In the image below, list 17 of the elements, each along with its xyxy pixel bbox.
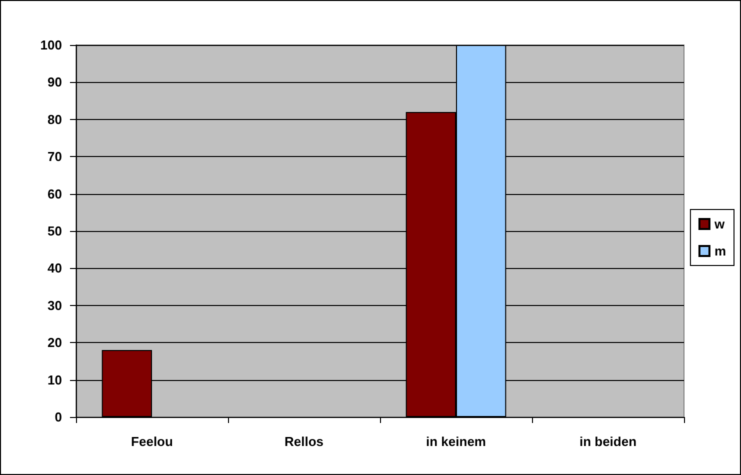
legend-label: m bbox=[714, 244, 726, 258]
y-tick-label: 20 bbox=[48, 335, 62, 350]
x-tick-label: in beiden bbox=[579, 434, 637, 449]
y-tick-label: 70 bbox=[48, 149, 62, 164]
y-tick-label: 90 bbox=[48, 74, 62, 90]
x-tick-label: Feelou bbox=[131, 434, 173, 449]
y-tick-label: 80 bbox=[48, 112, 62, 127]
x-tick-label: Rellos bbox=[284, 434, 324, 449]
x-tick-label: in keinem bbox=[426, 434, 486, 449]
y-tick-label: 10 bbox=[48, 372, 62, 388]
y-tick-label: 100 bbox=[40, 38, 62, 52]
legend-label: w bbox=[713, 216, 726, 232]
y-tick-label: 30 bbox=[48, 298, 62, 313]
y-tick-label: 60 bbox=[48, 186, 62, 202]
y-tick-label: 40 bbox=[48, 260, 62, 276]
y-tick-label: 0 bbox=[54, 410, 62, 424]
y-tick-label: 50 bbox=[48, 224, 62, 238]
